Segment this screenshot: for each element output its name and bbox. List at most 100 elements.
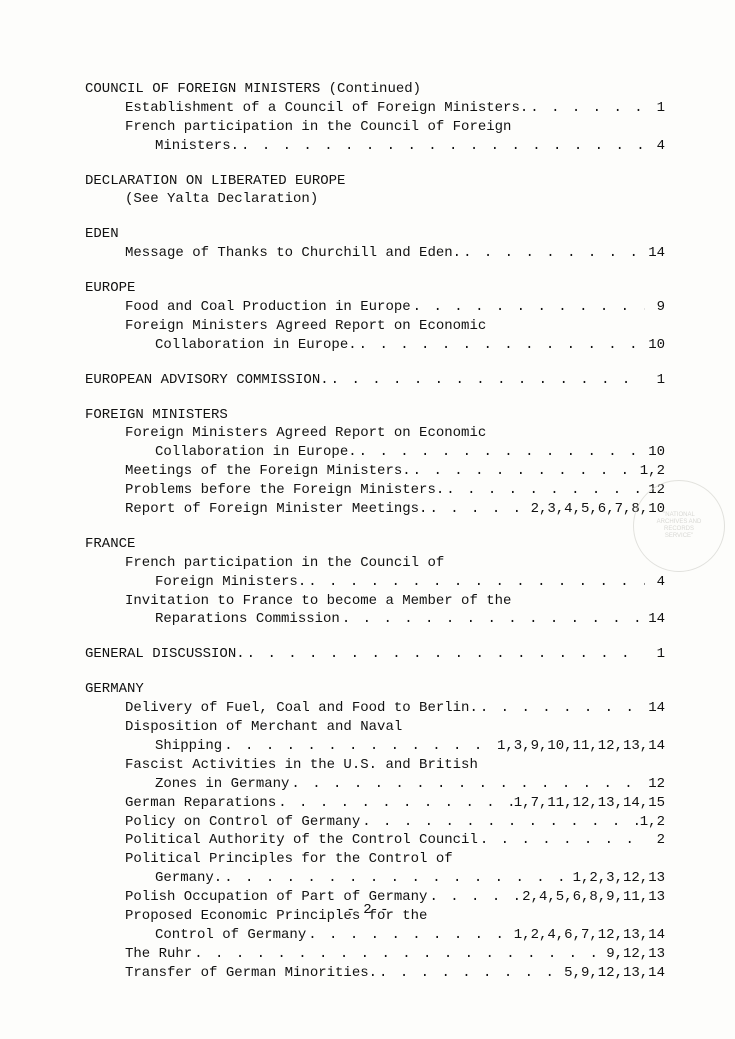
section-gap — [85, 519, 665, 535]
leader-dots: . . . . . . . . . . . . . . . . . . . . … — [357, 336, 645, 355]
document-page: COUNCIL OF FOREIGN MINISTERS (Continued)… — [0, 0, 735, 1039]
index-entry: Delivery of Fuel, Coal and Food to Berli… — [125, 699, 665, 718]
archive-stamp: "NATIONAL ARCHIVES AND RECORDS SERVICE" — [633, 480, 725, 572]
page-ref: 1,2 — [640, 813, 665, 832]
leader-dots: . . . . . . . . . . . . . . . . . . . . … — [222, 869, 572, 888]
leader-dots: . . . . . . . . . . . . . . . . . . . . … — [276, 794, 514, 813]
index-entry: (See Yalta Declaration) — [125, 190, 665, 209]
index-entry: Policy on Control of Germany. . . . . . … — [125, 813, 665, 832]
index-entry: Disposition of Merchant and Naval — [125, 718, 665, 737]
leader-dots: . . . . . . . . . . . . . . . . . . . . … — [478, 699, 645, 718]
leader-dots: . . . . . . . . . . . . . . . . . . . . … — [411, 462, 640, 481]
stamp-line: SERVICE" — [665, 533, 693, 540]
entry-label: Transfer of German Minorities. — [125, 964, 377, 983]
leader-dots: . . . . . . . . . . . . . . . . . . . . … — [289, 775, 645, 794]
index-entry-continuation: Collaboration in Europe.. . . . . . . . … — [155, 336, 665, 355]
section-gap — [85, 664, 665, 680]
index-entry-continuation: Foreign Ministers.. . . . . . . . . . . … — [155, 573, 665, 592]
entry-label: Policy on Control of Germany — [125, 813, 360, 832]
entry-label: Foreign Ministers. — [155, 573, 306, 592]
leader-dots: . . . . . . . . . . . . . . . . . . . . … — [222, 737, 497, 756]
section-title: EDEN — [85, 225, 665, 244]
index-entry: Food and Coal Production in Europe. . . … — [125, 298, 665, 317]
section-title-row: EUROPEAN ADVISORY COMMISSION.. . . . . .… — [85, 371, 665, 390]
page-ref: 2 — [645, 831, 665, 850]
entry-label: Report of Foreign Minister Meetings. — [125, 500, 427, 519]
leader-dots: . . . . . . . . . . . . . . . . . . . . … — [427, 500, 530, 519]
index-entry: Report of Foreign Minister Meetings.. . … — [125, 500, 665, 519]
index-entry: Invitation to France to become a Member … — [125, 592, 665, 611]
section-title: FOREIGN MINISTERS — [85, 406, 665, 425]
index-entry: Foreign Ministers Agreed Report on Econo… — [125, 317, 665, 336]
section-gap — [85, 355, 665, 371]
index-entry-continuation: Germany.. . . . . . . . . . . . . . . . … — [155, 869, 665, 888]
entry-label: Reparations Commission — [155, 610, 340, 629]
leader-dots: . . . . . . . . . . . . . . . . . . . . … — [192, 945, 606, 964]
page-ref: 10 — [645, 443, 665, 462]
entry-label: Collaboration in Europe. — [155, 336, 357, 355]
index-entry: The Ruhr. . . . . . . . . . . . . . . . … — [125, 945, 665, 964]
index-entry-continuation: Ministers.. . . . . . . . . . . . . . . … — [155, 137, 665, 156]
index-entry: Establishment of a Council of Foreign Mi… — [125, 99, 665, 118]
index-entry-continuation: Reparations Commission. . . . . . . . . … — [155, 610, 665, 629]
section-gap — [85, 629, 665, 645]
index-entry: Transfer of German Minorities.. . . . . … — [125, 964, 665, 983]
page-ref: 1 — [645, 99, 665, 118]
entry-label: Food and Coal Production in Europe — [125, 298, 411, 317]
page-ref: 1 — [645, 645, 665, 664]
section-gap — [85, 209, 665, 225]
index-entry-continuation: Shipping. . . . . . . . . . . . . . . . … — [155, 737, 665, 756]
section-gap — [85, 156, 665, 172]
entry-label: Germany. — [155, 869, 222, 888]
index-entry-continuation: Collaboration in Europe.. . . . . . . . … — [155, 443, 665, 462]
page-ref: 1 — [645, 371, 665, 390]
entry-label: Establishment of a Council of Foreign Mi… — [125, 99, 528, 118]
section-title-row: GENERAL DISCUSSION.. . . . . . . . . . .… — [85, 645, 665, 664]
entry-label: Delivery of Fuel, Coal and Food to Berli… — [125, 699, 478, 718]
page-ref: 14 — [645, 244, 665, 263]
page-ref: 9,12,13 — [606, 945, 665, 964]
page-ref: 1,2,4,6,7,12,13,14 — [514, 926, 665, 945]
entry-label: Problems before the Foreign Ministers. — [125, 481, 444, 500]
entry-label: German Reparations — [125, 794, 276, 813]
entry-label: Message of Thanks to Churchill and Eden. — [125, 244, 461, 263]
section-title: DECLARATION ON LIBERATED EUROPE — [85, 172, 665, 191]
page-number: - 2 - — [0, 902, 735, 918]
entry-label: The Ruhr — [125, 945, 192, 964]
section-gap — [85, 983, 665, 999]
index-entry: Political Principles for the Control of — [125, 850, 665, 869]
page-ref: 1,2,3,12,13 — [573, 869, 665, 888]
index-entry-continuation: Control of Germany. . . . . . . . . . . … — [155, 926, 665, 945]
leader-dots: . . . . . . . . . . . . . . . . . . . . … — [306, 573, 645, 592]
leader-dots: . . . . . . . . . . . . . . . . . . . . … — [461, 244, 645, 263]
section-title: FRANCE — [85, 535, 665, 554]
page-ref: 1,2 — [640, 462, 665, 481]
page-ref: 1,3,9,10,11,12,13,14 — [497, 737, 665, 756]
page-ref: 1,7,11,12,13,14,15 — [514, 794, 665, 813]
stamp-line: RECORDS — [664, 526, 694, 533]
index-entry-continuation: Zones in Germany. . . . . . . . . . . . … — [155, 775, 665, 794]
stamp-line: "NATIONAL — [663, 512, 695, 519]
entry-label: Political Authority of the Control Counc… — [125, 831, 478, 850]
index-entry: French participation in the Council of F… — [125, 118, 665, 137]
leader-dots: . . . . . . . . . . . . . . . . . . . . … — [478, 831, 645, 850]
index-entry: Message of Thanks to Churchill and Eden.… — [125, 244, 665, 263]
leader-dots: . . . . . . . . . . . . . . . . . . . . … — [377, 964, 564, 983]
index-entry: French participation in the Council of — [125, 554, 665, 573]
page-ref: 12 — [645, 775, 665, 794]
entry-label: Zones in Germany — [155, 775, 289, 794]
leader-dots: . . . . . . . . . . . . . . . . . . . . … — [239, 137, 645, 156]
leader-dots: . . . . . . . . . . . . . . . . . . . . … — [411, 298, 645, 317]
page-ref: 10 — [645, 336, 665, 355]
leader-dots: . . . . . . . . . . . . . . . . . . . . … — [245, 645, 645, 664]
index-entry: Foreign Ministers Agreed Report on Econo… — [125, 424, 665, 443]
page-ref: 4 — [645, 137, 665, 156]
index-entry: Fascist Activities in the U.S. and Briti… — [125, 756, 665, 775]
entry-label: Collaboration in Europe. — [155, 443, 357, 462]
section-title: GENERAL DISCUSSION. — [85, 645, 245, 664]
section-title: EUROPEAN ADVISORY COMMISSION. — [85, 371, 329, 390]
entry-label: Meetings of the Foreign Ministers. — [125, 462, 411, 481]
section-gap — [85, 263, 665, 279]
leader-dots: . . . . . . . . . . . . . . . . . . . . … — [444, 481, 645, 500]
leader-dots: . . . . . . . . . . . . . . . . . . . . … — [528, 99, 645, 118]
